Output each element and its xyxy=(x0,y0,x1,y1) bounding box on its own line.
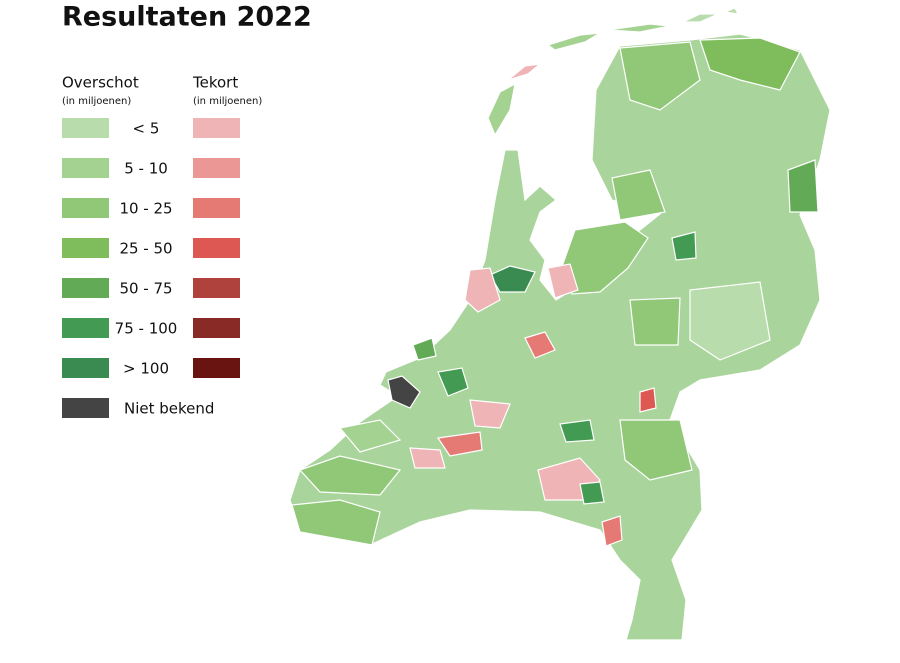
region xyxy=(689,281,771,361)
legend-swatch xyxy=(62,278,109,298)
region xyxy=(547,263,579,299)
island xyxy=(546,32,601,51)
region xyxy=(464,267,501,313)
legend-title: Tekort xyxy=(192,74,238,92)
region xyxy=(619,419,693,481)
region xyxy=(437,367,469,397)
legend-label: < 5 xyxy=(133,120,160,138)
legend-label: 10 - 25 xyxy=(119,200,172,218)
legend-swatch xyxy=(193,158,240,178)
region xyxy=(787,159,819,213)
island xyxy=(507,63,542,81)
region xyxy=(291,499,381,546)
region xyxy=(436,431,483,457)
legend-swatch xyxy=(193,358,240,378)
island xyxy=(722,7,740,15)
legend-swatch xyxy=(62,358,109,378)
region xyxy=(639,387,657,413)
legend-swatch xyxy=(62,118,109,138)
legend-swatch xyxy=(62,198,109,218)
legend-swatch xyxy=(193,198,240,218)
region xyxy=(387,375,421,409)
legend-subtitle: (in miljoenen) xyxy=(62,96,131,107)
region xyxy=(611,169,666,221)
legend-label: 5 - 10 xyxy=(124,160,168,178)
region xyxy=(619,41,701,111)
region xyxy=(559,419,595,443)
region xyxy=(579,481,605,505)
legend: Overschot (in miljoenen) Tekort (in milj… xyxy=(62,74,262,418)
legend-swatch xyxy=(193,278,240,298)
region xyxy=(699,37,801,91)
legend-swatch xyxy=(62,398,109,418)
region xyxy=(409,447,446,469)
legend-swatch xyxy=(62,318,109,338)
island xyxy=(487,82,516,137)
legend-swatch xyxy=(62,158,109,178)
region xyxy=(524,331,556,359)
legend-label: Niet bekend xyxy=(124,400,214,418)
region xyxy=(412,337,437,361)
region xyxy=(629,297,681,346)
legend-label: 50 - 75 xyxy=(119,280,172,298)
legend-swatch xyxy=(62,238,109,258)
region xyxy=(671,231,697,261)
legend-swatch xyxy=(193,118,240,138)
legend-title: Overschot xyxy=(62,74,139,92)
region xyxy=(601,515,623,547)
legend-label: > 100 xyxy=(123,360,169,378)
title: Resultaten 2022 xyxy=(62,2,312,33)
legend-label: 25 - 50 xyxy=(119,240,172,258)
region xyxy=(469,399,511,429)
map xyxy=(289,7,831,641)
region xyxy=(298,455,402,496)
legend-label: 75 - 100 xyxy=(115,320,178,338)
island xyxy=(607,23,671,33)
legend-swatch xyxy=(193,238,240,258)
region xyxy=(338,419,402,453)
island xyxy=(682,13,719,23)
legend-subtitle: (in miljoenen) xyxy=(193,96,262,107)
legend-swatch xyxy=(193,318,240,338)
region xyxy=(489,265,536,293)
